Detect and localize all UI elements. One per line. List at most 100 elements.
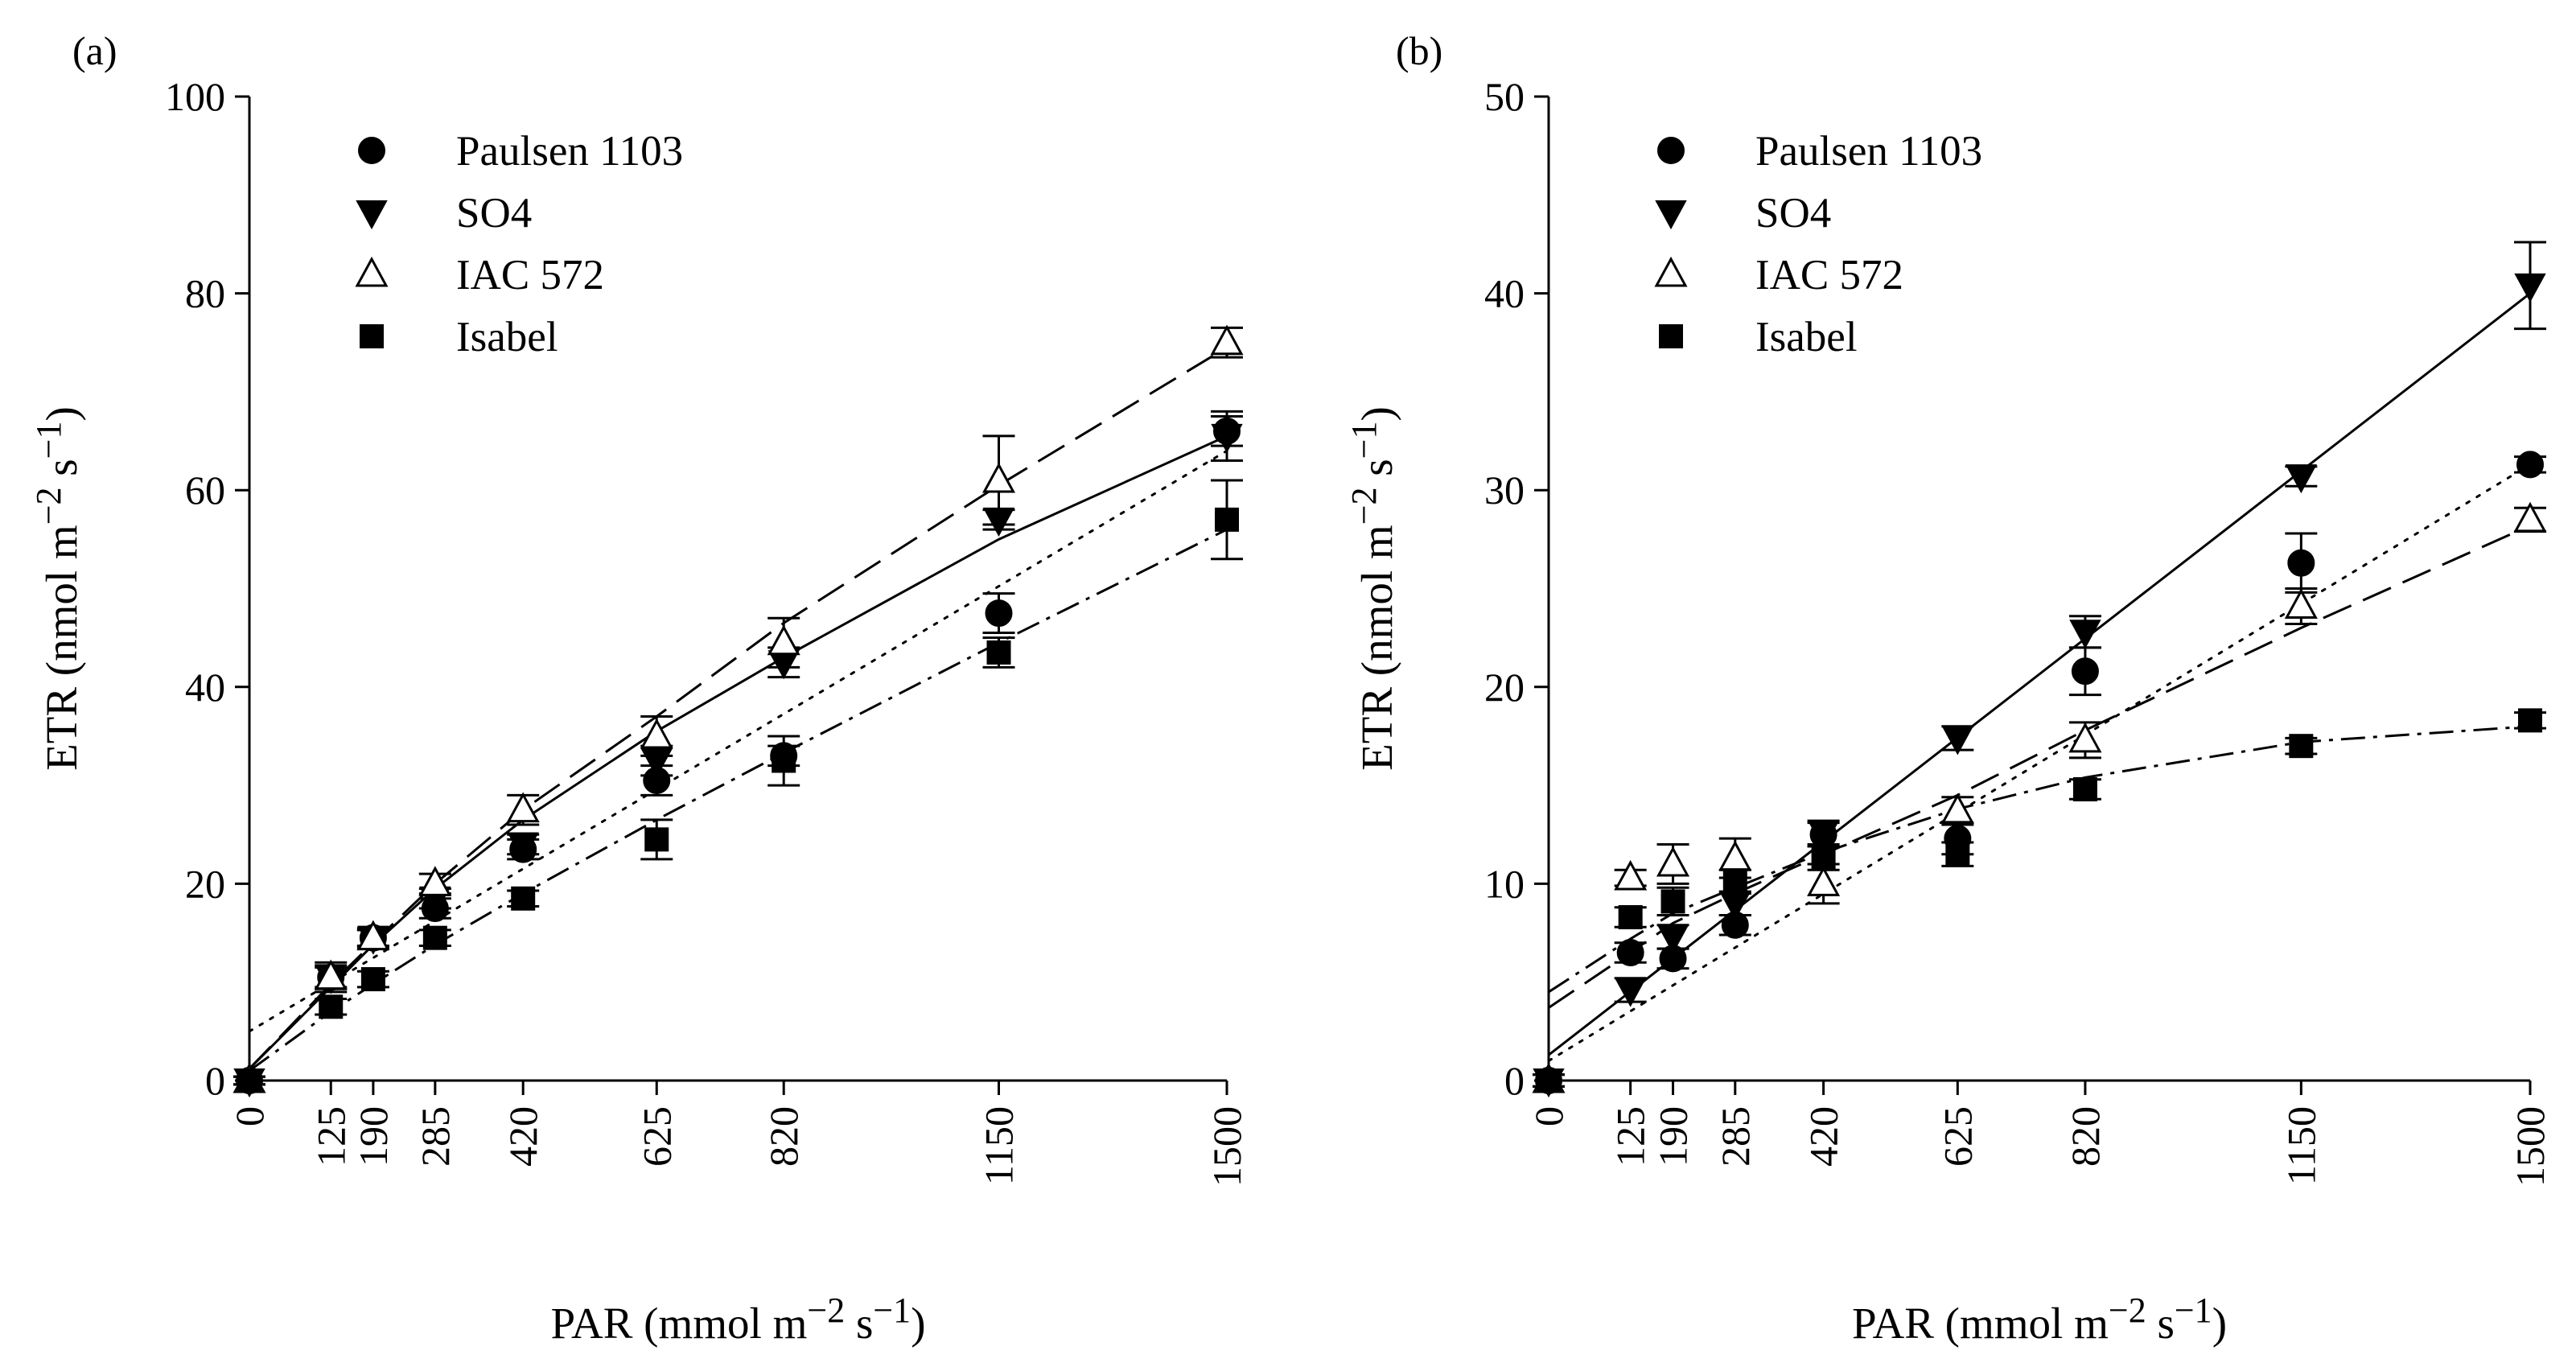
legend-marker-so4 [356, 200, 388, 230]
data-point-iac-572 [1210, 324, 1244, 356]
x-tick-label: 1500 [1204, 1106, 1249, 1187]
fit-line-isabel [249, 528, 1228, 1072]
fit-line-so4 [248, 434, 1228, 1070]
panel-label: (b) [1396, 28, 1442, 73]
data-point-iac-572 [1718, 840, 1752, 871]
data-point-paulsen-1103 [2287, 549, 2315, 577]
data-point-isabel [2072, 776, 2097, 801]
data-point-isabel [319, 994, 344, 1019]
fit-line-iac-572 [248, 346, 1228, 1070]
data-point-so4 [1656, 924, 1689, 954]
data-point-iac-572 [418, 866, 452, 896]
data-point-isabel [1215, 507, 1239, 532]
legend-label-iac-572: IAC 572 [1755, 252, 1903, 298]
y-tick-label: 40 [185, 665, 225, 710]
data-point-iac-572 [1614, 859, 1648, 891]
y-tick-label: 0 [205, 1058, 225, 1103]
y-tick-label: 0 [1504, 1058, 1525, 1103]
x-tick-label: 625 [634, 1106, 679, 1167]
x-tick-label: 420 [500, 1106, 545, 1167]
fit-line-iac-572 [1548, 524, 2531, 1009]
data-point-iac-572 [981, 462, 1016, 493]
x-tick-label: 125 [1608, 1106, 1653, 1167]
legend-marker-iac-572 [1654, 256, 1688, 287]
data-point-isabel [360, 967, 385, 992]
data-point-iac-572 [1656, 846, 1690, 877]
data-point-so4 [507, 832, 539, 862]
data-point-isabel [772, 748, 796, 773]
data-point-isabel [986, 640, 1011, 665]
y-tick-label: 20 [1484, 665, 1525, 710]
data-point-iac-572 [640, 718, 673, 749]
data-point-iac-572 [2068, 722, 2102, 753]
x-tick-label: 190 [1651, 1106, 1696, 1167]
data-point-so4 [982, 507, 1015, 537]
data-point-isabel [1722, 869, 1747, 894]
x-tick-label: 285 [413, 1106, 458, 1167]
data-point-paulsen-1103 [2071, 657, 2099, 686]
x-tick-label: 625 [1935, 1106, 1980, 1167]
data-point-paulsen-1103 [2516, 451, 2544, 479]
x-tick-label: 190 [351, 1106, 396, 1167]
y-tick-label: 60 [185, 467, 225, 513]
data-point-paulsen-1103 [1616, 939, 1644, 967]
data-point-isabel [237, 1068, 261, 1093]
legend-label-iac-572: IAC 572 [456, 252, 604, 298]
y-tick-label: 20 [185, 861, 225, 906]
y-tick-label: 100 [165, 74, 225, 119]
x-tick-label: 0 [1526, 1106, 1571, 1126]
data-point-so4 [2069, 620, 2101, 649]
data-point-iac-572 [1807, 866, 1841, 896]
data-point-isabel [1811, 846, 1836, 871]
legend-label-paulsen-1103: Paulsen 1103 [1755, 128, 1982, 175]
data-point-so4 [1807, 820, 1840, 850]
data-point-isabel [1945, 842, 1970, 867]
data-point-isabel [2518, 708, 2542, 733]
y-axis-title: ETR (nmol m−2 s−1) [29, 406, 86, 771]
x-tick-label: 420 [1801, 1106, 1846, 1167]
legend-marker-paulsen-1103 [1657, 137, 1685, 164]
y-tick-label: 50 [1484, 74, 1525, 119]
data-point-so4 [1614, 978, 1647, 1007]
x-axis-title: PAR (mmol m−2 s−1) [1852, 1291, 2227, 1348]
data-point-isabel [1537, 1068, 1561, 1093]
y-tick-label: 30 [1484, 467, 1525, 513]
data-point-iac-572 [314, 959, 348, 990]
x-tick-label: 1150 [2278, 1106, 2323, 1185]
data-point-so4 [640, 748, 673, 778]
data-point-iac-572 [356, 920, 390, 951]
data-point-paulsen-1103 [985, 599, 1013, 628]
y-axis-title: ETR (nmol m−2 s−1) [1344, 406, 1401, 771]
y-tick-label: 80 [185, 271, 225, 316]
x-tick-label: 125 [308, 1106, 353, 1167]
legend-label-so4: SO4 [1755, 190, 1831, 237]
x-tick-label: 1150 [977, 1106, 1022, 1185]
x-tick-label: 285 [1713, 1106, 1758, 1167]
legend-label-paulsen-1103: Paulsen 1103 [456, 128, 683, 175]
data-point-so4 [1941, 726, 1974, 755]
x-tick-label: 0 [227, 1106, 272, 1126]
legend-label-so4: SO4 [456, 190, 532, 237]
legend-label-isabel: Isabel [1755, 314, 1858, 360]
legend-marker-so4 [1655, 200, 1687, 230]
data-point-iac-572 [506, 792, 540, 823]
legend-label-isabel: Isabel [456, 314, 558, 360]
x-tick-label: 820 [2063, 1106, 2108, 1167]
data-point-so4 [2514, 273, 2546, 303]
data-point-iac-572 [2513, 501, 2547, 533]
data-point-isabel [1660, 889, 1685, 914]
x-axis-title: PAR (mmol m−2 s−1) [550, 1291, 925, 1348]
data-point-isabel [511, 886, 536, 911]
data-point-isabel [644, 827, 669, 852]
data-point-isabel [1618, 904, 1643, 929]
x-tick-label: 820 [761, 1106, 806, 1167]
fit-line-paulsen-1103 [248, 449, 1228, 1033]
fit-line-paulsen-1103 [1547, 463, 2532, 1063]
panel-label: (a) [72, 28, 117, 73]
data-point-isabel [2289, 734, 2314, 759]
legend-marker-iac-572 [355, 256, 389, 287]
data-point-iac-572 [1940, 793, 1974, 824]
